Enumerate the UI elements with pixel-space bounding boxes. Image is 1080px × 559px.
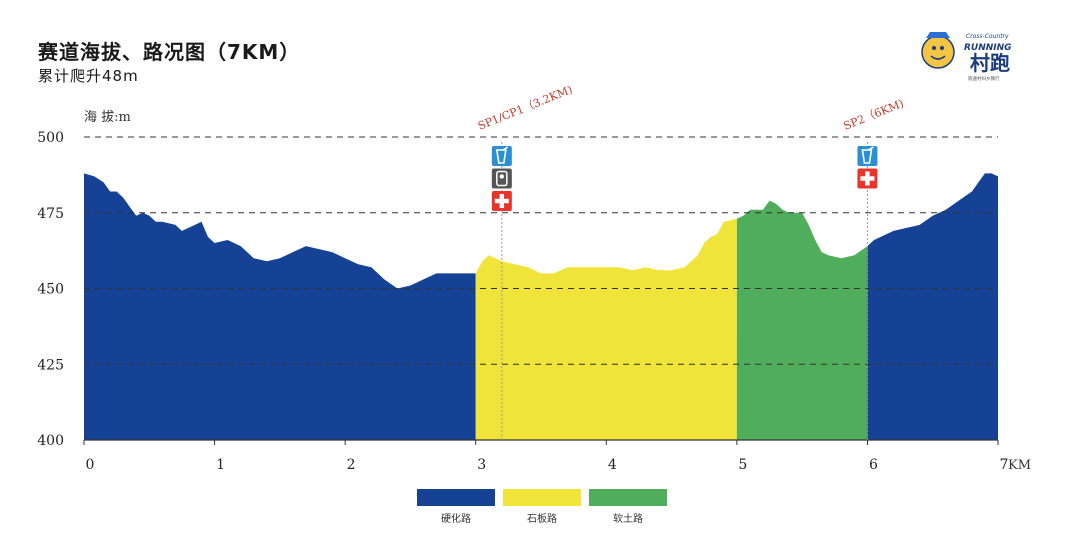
y-axis-label: 海 拔:m [84, 110, 131, 125]
x-tick-label: 7 [1000, 457, 1009, 473]
x-tick-label: 6 [869, 457, 878, 473]
elevation-segment-3 [867, 173, 998, 440]
x-tick-label: 4 [608, 457, 617, 473]
x-tick-label: 3 [477, 457, 486, 473]
water-icon [857, 146, 878, 166]
y-tick-label: 475 [37, 206, 64, 222]
logo-top-text: Cross-Country [966, 33, 1009, 40]
toilet-icon [491, 168, 512, 189]
page-title: 赛道海拔、路况图（7KM） [38, 40, 301, 64]
x-tick-label: 5 [738, 457, 747, 473]
x-axis-unit: KM [1008, 458, 1031, 473]
y-tick-label: 425 [37, 357, 64, 373]
logo-tagline: 跑遍村妇乡镇行 [968, 75, 1000, 82]
legend-swatch-0 [417, 489, 495, 506]
legend-label-1: 石板路 [527, 512, 557, 525]
legend-swatch-2 [589, 489, 667, 506]
legend-swatch-1 [503, 489, 581, 506]
water-icon [491, 146, 512, 166]
page-subtitle: 累计爬升48m [38, 67, 139, 85]
logo-main-text: 村跑 [970, 51, 1010, 75]
y-tick-label: 400 [37, 433, 64, 449]
station-label-0: SP1/CP1（3.2KM) [476, 83, 574, 133]
legend-label-2: 软土路 [613, 512, 643, 525]
brand-logo: Cross-Country RUNNING 村跑 跑遍村妇乡镇行 [921, 32, 1012, 82]
elevation-segment-0 [84, 173, 476, 440]
medical-icon [491, 191, 512, 211]
logo-mid-text: RUNNING [964, 43, 1012, 53]
x-tick-label: 1 [216, 457, 225, 473]
elevation-segment-1 [475, 218, 737, 440]
axes: 400 425 450 475 500 0 1 2 3 4 5 6 7 [37, 130, 1008, 473]
x-tick-label: 2 [347, 457, 356, 473]
station-label-1: SP2（6KM) [842, 97, 906, 133]
x-tick-label: 0 [86, 457, 95, 473]
legend: 硬化路 石板路 软土路 [417, 489, 667, 525]
y-tick-label: 450 [37, 282, 64, 298]
elevation-segment-2 [736, 200, 868, 440]
medical-icon [857, 168, 878, 189]
y-tick-label: 500 [37, 130, 64, 146]
grid-lines [84, 136, 998, 365]
elevation-areas [84, 173, 998, 440]
legend-label-0: 硬化路 [441, 512, 471, 525]
